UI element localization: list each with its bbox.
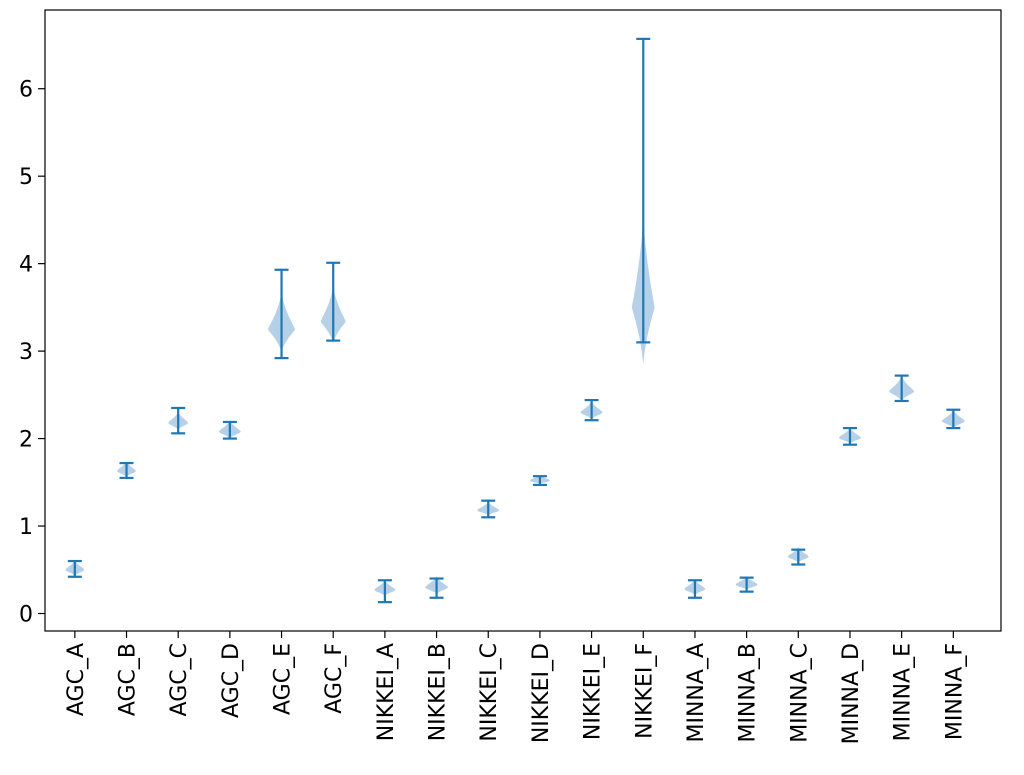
x-tick-label: NIKKEI_E <box>581 643 606 740</box>
y-tick-label: 1 <box>19 515 33 540</box>
y-tick-label: 0 <box>19 603 33 628</box>
plot-frame <box>44 9 1002 632</box>
y-tick-label: 6 <box>19 78 33 103</box>
x-tick-label: MINNA_B <box>736 643 761 743</box>
x-tick-label: AGC_F <box>322 643 347 714</box>
y-tick-label: 5 <box>19 165 33 190</box>
x-tick-label: AGC_A <box>64 643 89 716</box>
x-tick-label: MINNA_A <box>684 643 709 742</box>
x-tick-label: AGC_D <box>219 643 244 718</box>
violin-lines <box>67 37 961 604</box>
x-tick-label: NIKKEI_F <box>632 643 657 739</box>
y-tick-label: 3 <box>19 340 33 365</box>
y-tick-label: 4 <box>19 253 33 278</box>
x-axis: AGC_A AGC_B AGC_C AGC_D AGC_E AGC_F NIKKEI_A NI… <box>64 631 967 744</box>
y-axis: 0 1 2 3 4 5 6 <box>19 78 45 628</box>
x-tick-label: MINNA_F <box>942 643 967 740</box>
x-tick-label: NIKKEI_D <box>529 643 554 743</box>
x-tick-label: NIKKEI_C <box>477 643 502 742</box>
x-tick-label: MINNA_E <box>891 643 916 741</box>
x-tick-label: AGC_E <box>271 643 296 715</box>
x-tick-label: NIKKEI_A <box>374 643 399 741</box>
x-tick-label: AGC_C <box>167 643 192 716</box>
x-tick-label: MINNA_D <box>839 643 864 744</box>
x-tick-label: AGC_B <box>116 643 141 716</box>
x-tick-label: MINNA_C <box>787 643 812 743</box>
x-tick-label: NIKKEI_B <box>426 643 451 741</box>
y-tick-label: 2 <box>19 428 33 453</box>
